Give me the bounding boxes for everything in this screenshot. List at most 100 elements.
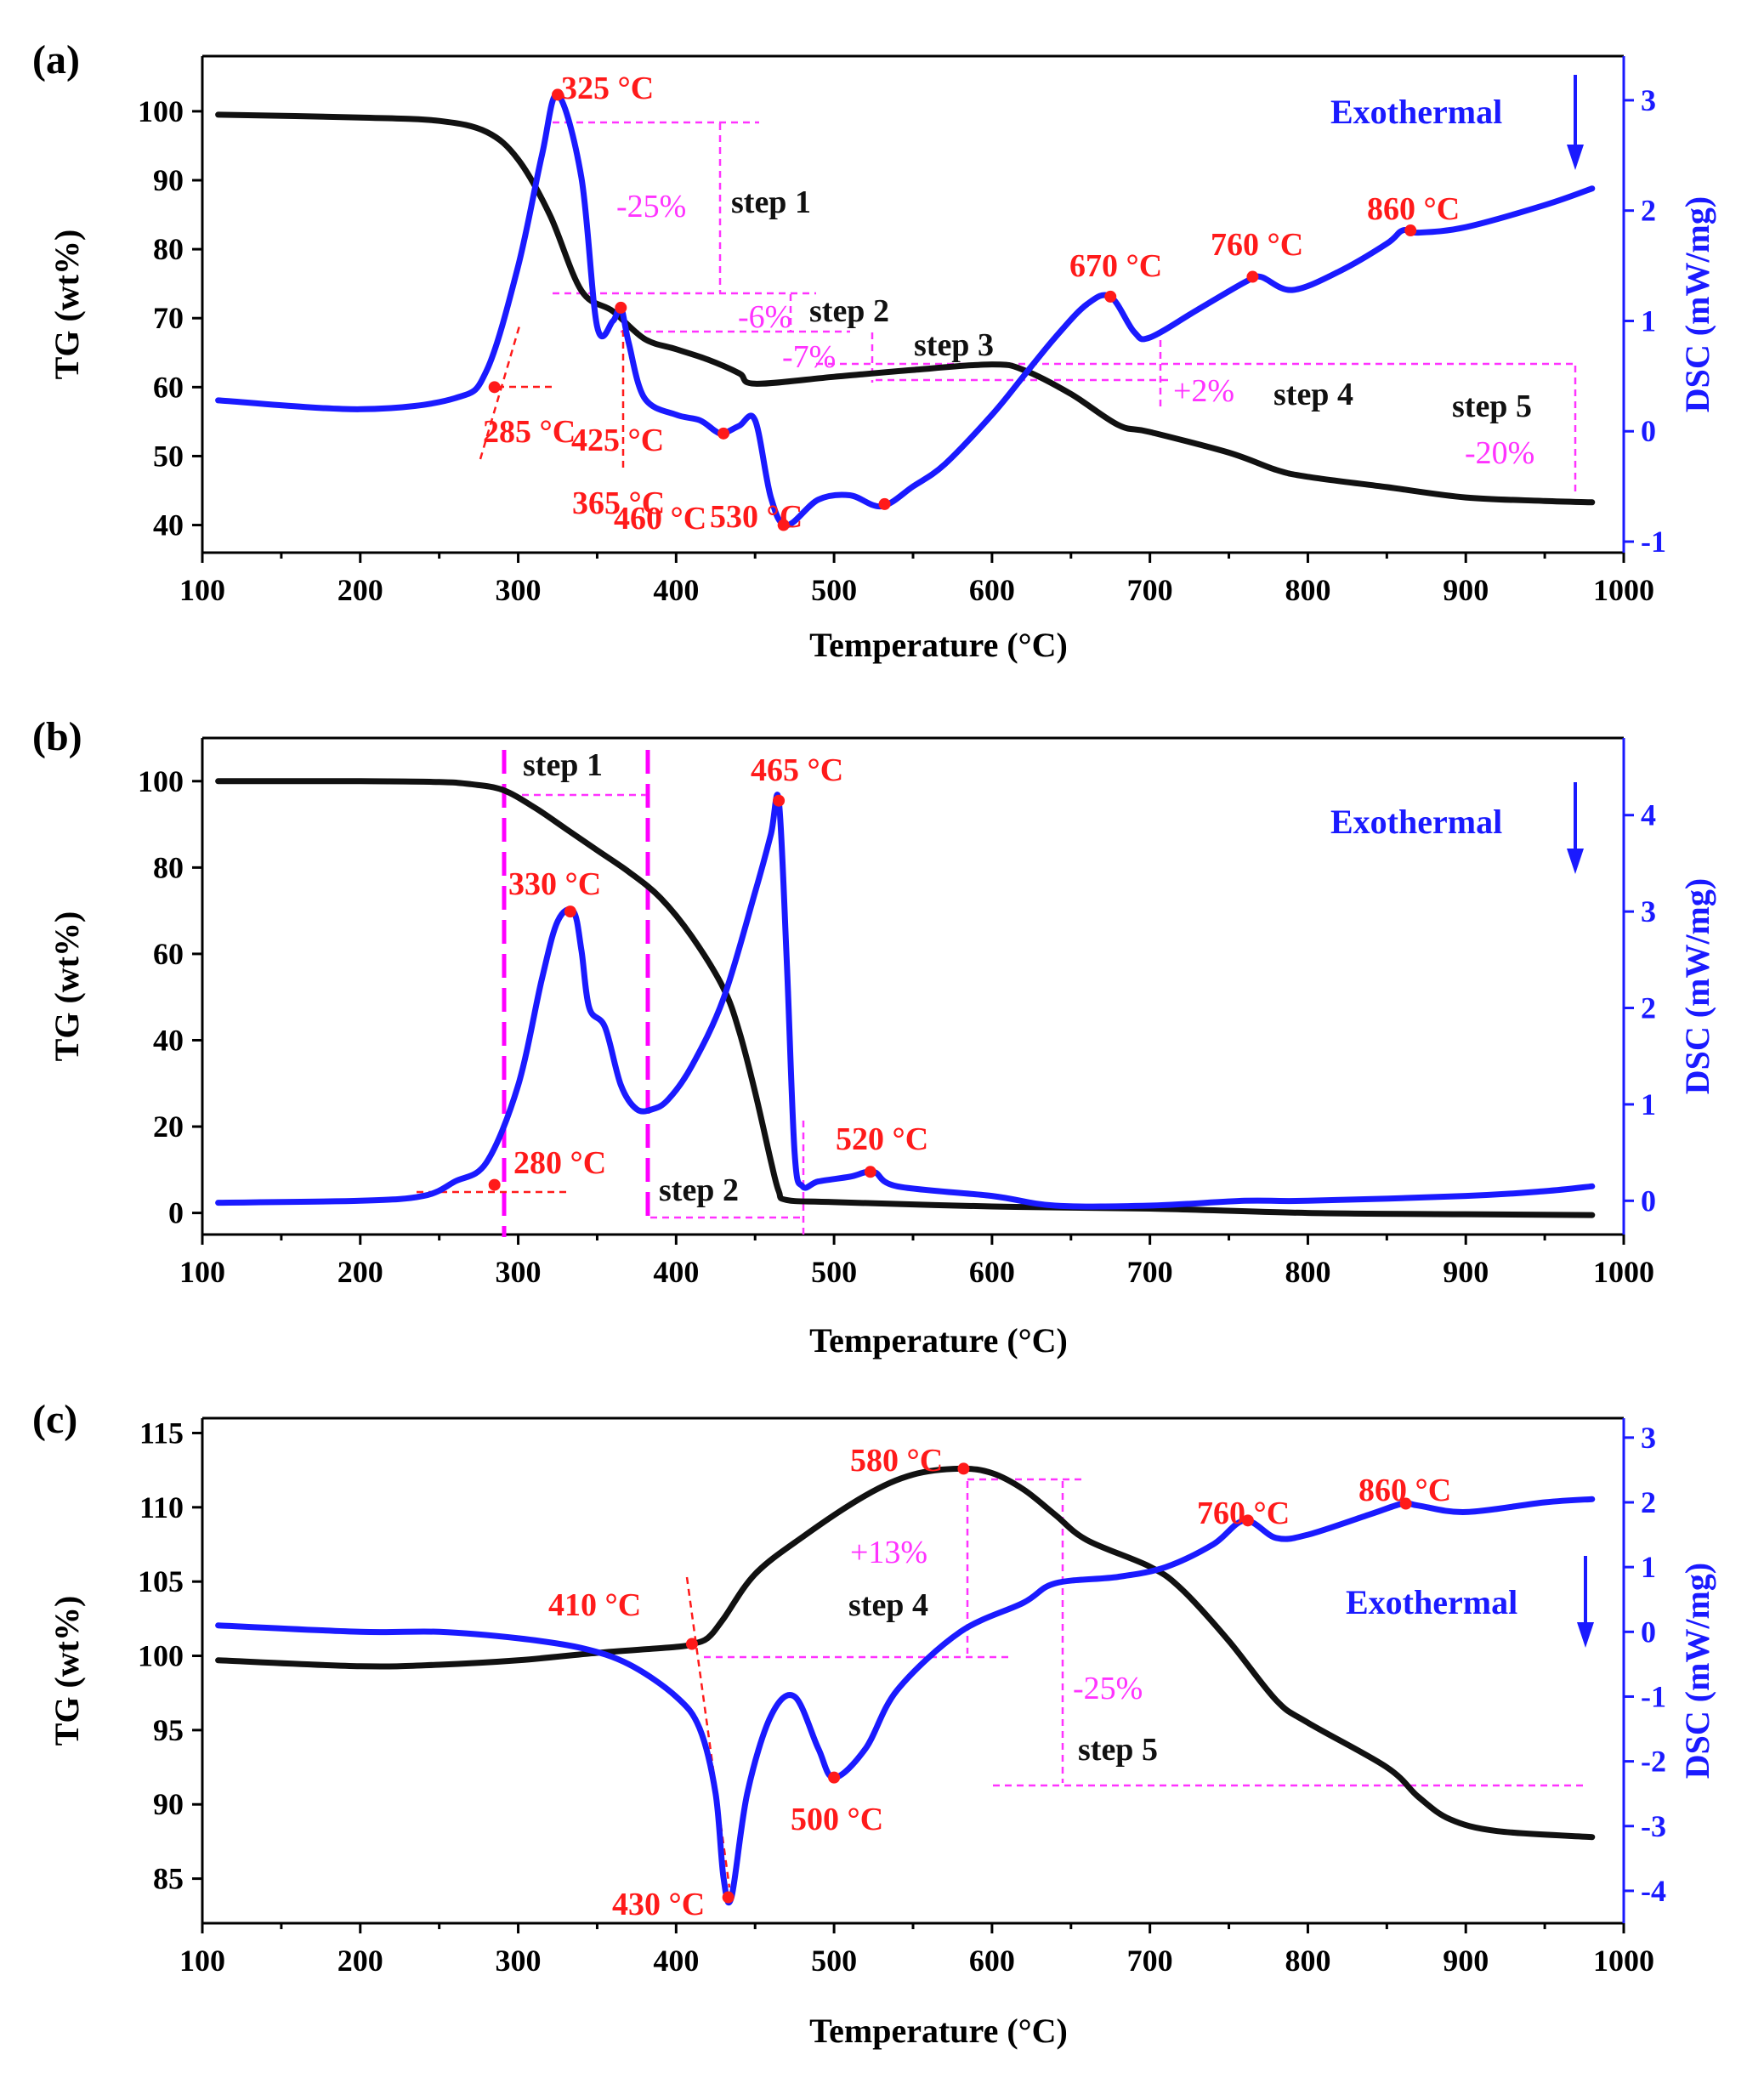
- y-right-tick-label: 0: [1641, 1184, 1656, 1218]
- peak-marker: [685, 1638, 698, 1650]
- y-right-tick-label: 1: [1641, 1550, 1656, 1584]
- y-left-tick-label: 70: [153, 301, 184, 335]
- peak-label: 760 °C: [1211, 227, 1303, 263]
- c-pct-5: -25%: [1073, 1671, 1143, 1706]
- dsc-series-line: [215, 1496, 1596, 1906]
- panel-b-guides: [417, 750, 805, 1237]
- y-right-tick-label: -4: [1641, 1874, 1666, 1908]
- x-tick-label: 400: [653, 573, 699, 607]
- panel-b-peaks: 465 °C 330 °C 520 °C 280 °C: [488, 752, 928, 1191]
- x-tick-label: 900: [1443, 1944, 1489, 1978]
- x-tick-label: 1000: [1593, 1944, 1654, 1978]
- y-left-tick-label: 60: [153, 937, 184, 971]
- y-left-tick-label: 20: [153, 1110, 184, 1144]
- c-step-4: step 4: [848, 1587, 928, 1623]
- panel-c-step-labels: +13% step 4 -25% step 5: [848, 1535, 1158, 1768]
- y-left-tick-label: 100: [138, 94, 184, 128]
- a-pct-4: +2%: [1173, 373, 1234, 409]
- a-pct-1: -25%: [616, 189, 686, 224]
- peak-marker: [564, 905, 576, 918]
- x-tick-label: 1000: [1593, 1255, 1654, 1289]
- panel-c-curves: [215, 1465, 1596, 1906]
- a-exothermal-label: Exothermal: [1330, 93, 1502, 131]
- x-tick-label: 200: [337, 1255, 383, 1289]
- y-right-axis-title: DSC (mW/mg): [1678, 196, 1716, 412]
- x-tick-label: 300: [496, 1944, 542, 1978]
- y-right-tick-label: -1: [1641, 525, 1666, 559]
- x-tick-label: 400: [653, 1255, 699, 1289]
- peak-marker: [615, 301, 627, 314]
- peak-marker: [1104, 290, 1117, 303]
- y-left-tick-label: 60: [153, 370, 184, 404]
- panel-a-step-labels: -25% step 1 -6% step 2 -7% step 3 +2% st…: [616, 184, 1534, 471]
- y-right-tick-label: 1: [1641, 304, 1656, 338]
- y-left-tick-label: 80: [153, 850, 184, 884]
- panel-b-axes: 100 200 300 400 500 600 700 800 900 1000020406080…: [48, 736, 1716, 1360]
- x-tick-label: 600: [969, 573, 1015, 607]
- tg-series-line: [215, 778, 1596, 1218]
- x-tick-label: 500: [811, 1255, 857, 1289]
- peak-label: 330 °C: [508, 866, 601, 902]
- panel-c-label: (c): [32, 1397, 77, 1442]
- peak-marker: [1246, 270, 1259, 283]
- panel-c: (c) 100 200 300 400 500 600 700 800 900 100085909…: [32, 1397, 1716, 2050]
- x-axis-title: Temperature (°C): [809, 626, 1068, 664]
- peak-marker: [722, 1891, 735, 1904]
- y-left-tick-label: 0: [168, 1196, 184, 1230]
- panel-b-label: (b): [32, 714, 82, 759]
- peak-marker: [773, 794, 786, 807]
- y-left-tick-label: 85: [153, 1862, 184, 1896]
- peak-label: 465 °C: [751, 752, 843, 788]
- panel-b-curves: [215, 778, 1596, 1218]
- y-right-tick-label: 3: [1641, 83, 1656, 117]
- c-exothermal-label: Exothermal: [1346, 1583, 1517, 1621]
- c-exothermal-arrowhead: [1577, 1622, 1594, 1648]
- a-exothermal: Exothermal: [1330, 75, 1584, 170]
- y-right-tick-label: -3: [1641, 1809, 1666, 1843]
- x-tick-label: 600: [969, 1944, 1015, 1978]
- peak-label: 285 °C: [483, 414, 576, 450]
- c-pct-4: +13%: [850, 1535, 927, 1570]
- a-step-2: step 2: [809, 293, 889, 329]
- y-left-tick-label: 80: [153, 232, 184, 266]
- peak-marker: [1404, 224, 1417, 237]
- b-exothermal-arrowhead: [1567, 849, 1584, 874]
- peak-marker: [777, 519, 790, 531]
- x-tick-label: 700: [1127, 1255, 1173, 1289]
- x-tick-label: 200: [337, 573, 383, 607]
- y-right-tick-label: 3: [1641, 894, 1656, 928]
- y-left-tick-label: 90: [153, 1787, 184, 1821]
- x-tick-label: 800: [1285, 1944, 1330, 1978]
- y-left-tick-label: 100: [138, 1639, 184, 1673]
- peak-label: 520 °C: [836, 1121, 928, 1157]
- y-left-tick-label: 110: [139, 1490, 184, 1524]
- a-pct-3: -7%: [782, 339, 836, 375]
- y-left-axis-title: TG (wt%): [48, 911, 86, 1062]
- peak-label: 860 °C: [1358, 1473, 1451, 1508]
- peak-label: 460 °C: [614, 501, 706, 536]
- panel-a: (a) 100 200 300 400 500 600 700 800 900 100040506…: [32, 37, 1716, 664]
- peak-marker: [488, 381, 501, 394]
- y-left-tick-label: 40: [153, 1023, 184, 1057]
- x-tick-label: 900: [1443, 1255, 1489, 1289]
- a-step-3: step 3: [914, 327, 994, 363]
- a-step-1: step 1: [731, 184, 811, 220]
- y-right-axis-title: DSC (mW/mg): [1678, 1563, 1716, 1779]
- x-tick-label: 500: [811, 1944, 857, 1978]
- y-right-tick-label: 1: [1641, 1087, 1656, 1121]
- x-axis-title: Temperature (°C): [809, 2012, 1068, 2050]
- c-onset-tangent: [685, 1576, 731, 1888]
- a-pct-5: -20%: [1465, 435, 1534, 471]
- c-exothermal: Exothermal: [1346, 1556, 1594, 1648]
- dsc-series-line: [215, 792, 1596, 1210]
- x-tick-label: 500: [811, 573, 857, 607]
- y-right-tick-label: 2: [1641, 194, 1656, 228]
- y-right-axis-title: DSC (mW/mg): [1678, 878, 1716, 1094]
- peak-marker: [488, 1178, 501, 1191]
- y-left-tick-label: 40: [153, 508, 184, 542]
- peak-label: 670 °C: [1069, 248, 1162, 284]
- x-tick-label: 100: [179, 1255, 225, 1289]
- a-step-4: step 4: [1273, 377, 1353, 412]
- x-tick-label: 1000: [1593, 573, 1654, 607]
